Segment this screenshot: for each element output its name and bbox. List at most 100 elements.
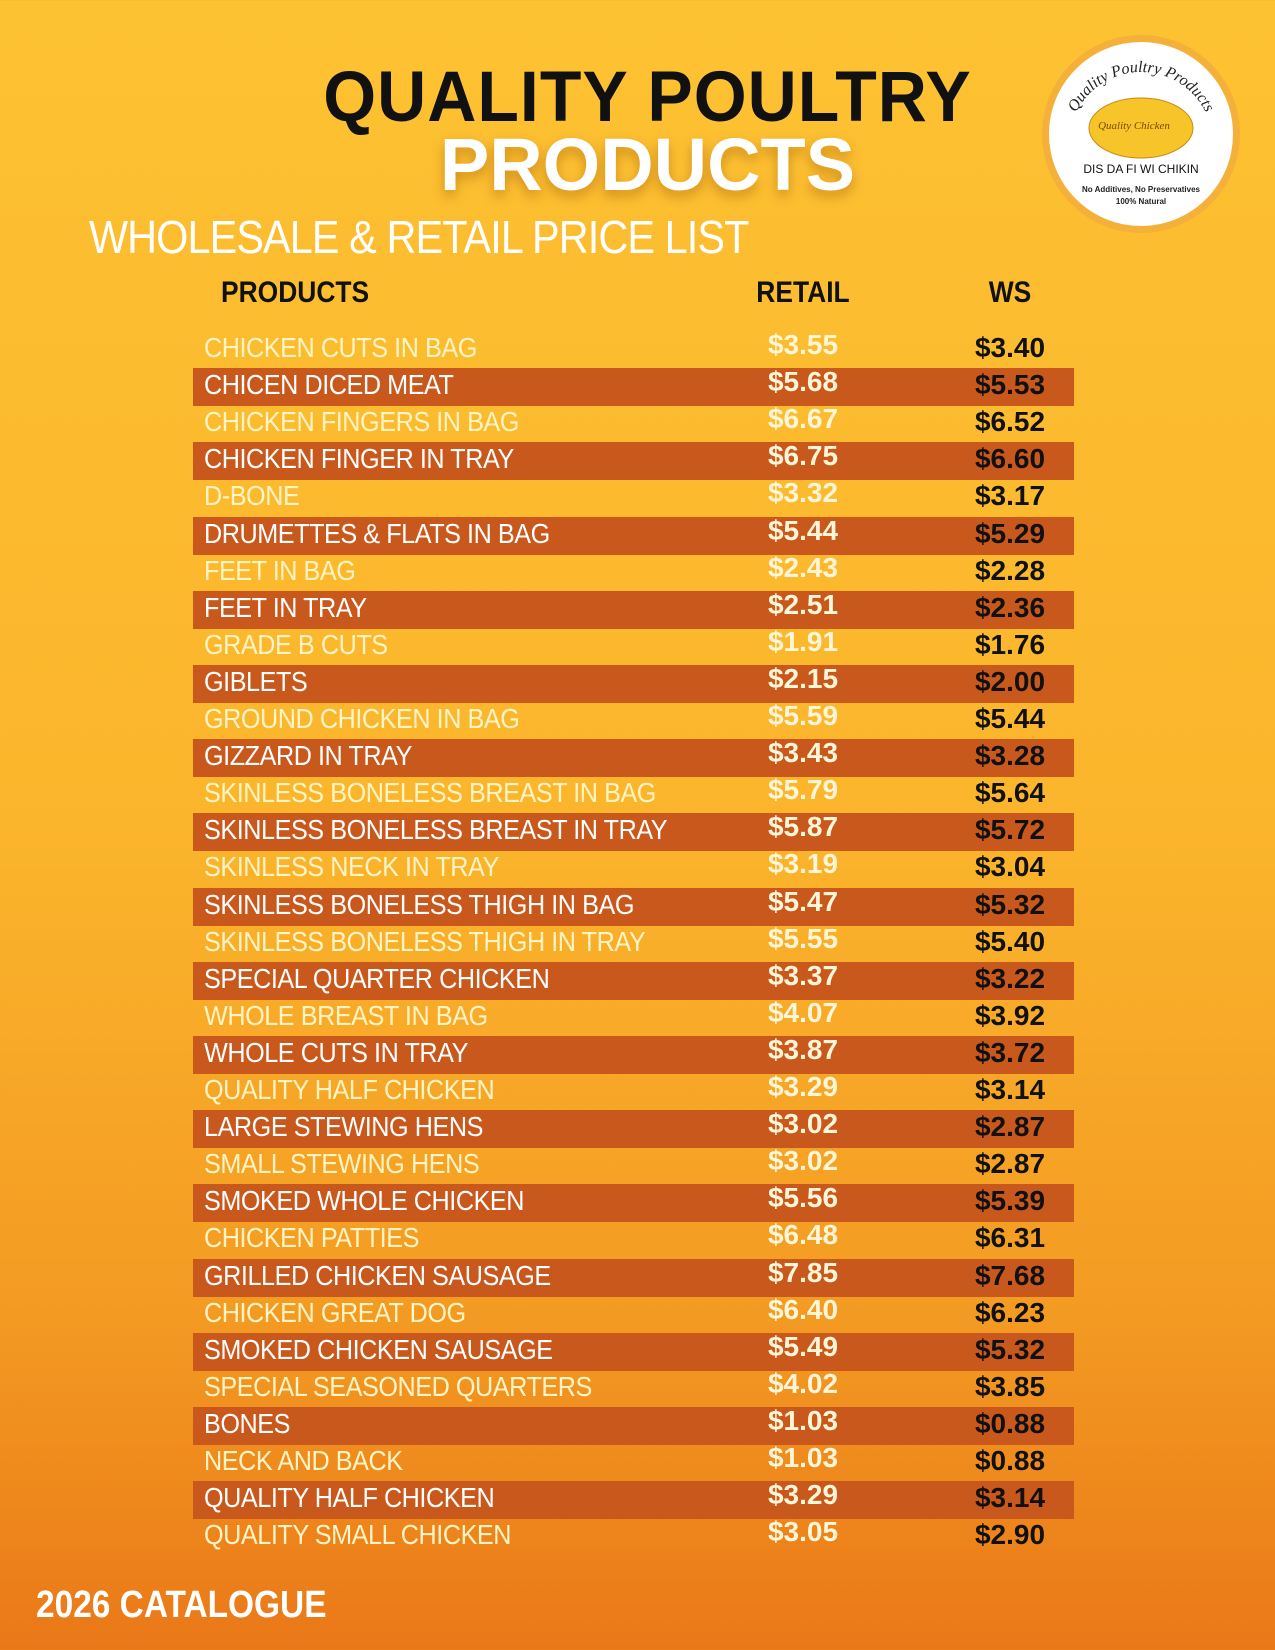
retail-price: $5.56 <box>767 1182 839 1214</box>
ws-price: $3.14 <box>974 1482 1046 1514</box>
retail-price: $3.43 <box>767 737 839 769</box>
ws-price: $5.64 <box>974 777 1046 809</box>
product-name: QUALITY HALF CHICKEN <box>204 1074 495 1105</box>
ws-price: $1.76 <box>974 628 1046 660</box>
ws-price: $5.44 <box>974 703 1046 734</box>
product-name: CHICEN DICED MEAT <box>204 369 454 401</box>
ws-price: $5.72 <box>974 814 1046 846</box>
retail-price: $6.40 <box>767 1293 839 1325</box>
product-name: SKINLESS BONELESS BREAST IN TRAY <box>204 814 668 846</box>
ws-price: $2.87 <box>974 1148 1046 1180</box>
retail-price: $7.85 <box>767 1256 839 1288</box>
ws-price: $0.88 <box>974 1407 1046 1439</box>
product-name: SPECIAL SEASONED QUARTERS <box>204 1370 592 1402</box>
column-header: PRODUCTS <box>221 276 370 309</box>
product-name: SPECIAL QUARTER CHICKEN <box>204 962 550 994</box>
ws-price: $2.00 <box>974 665 1046 697</box>
retail-price: $6.75 <box>767 440 839 472</box>
product-name: SMALL STEWING HENS <box>204 1148 480 1180</box>
ws-price: $7.68 <box>974 1259 1046 1291</box>
retail-price: $2.51 <box>767 588 839 620</box>
retail-price: $3.55 <box>767 329 839 360</box>
product-name: GIBLETS <box>204 665 308 697</box>
retail-price: $2.43 <box>767 551 839 583</box>
row-stripe <box>193 590 1074 629</box>
product-name: NECK AND BACK <box>204 1445 403 1476</box>
product-name: FEET IN TRAY <box>204 591 367 623</box>
title: QUALITY POULTRY <box>323 57 972 137</box>
retail-price: $5.47 <box>767 885 839 917</box>
retail-price: $5.49 <box>767 1330 839 1362</box>
product-name: D-BONE <box>204 480 300 512</box>
row-stripe <box>193 961 1074 1000</box>
logo-note: 100% Natural <box>1116 197 1166 206</box>
row-stripe <box>193 1110 1074 1149</box>
ws-price: $5.53 <box>974 369 1046 401</box>
product-name: CHICKEN FINGER IN TRAY <box>204 443 514 475</box>
retail-price: $2.15 <box>767 662 839 694</box>
retail-price: $3.29 <box>767 1479 839 1511</box>
ws-price: $2.36 <box>974 591 1046 623</box>
column-header: RETAIL <box>756 276 850 309</box>
retail-price: $5.44 <box>767 514 839 546</box>
product-name: CHICKEN PATTIES <box>204 1222 419 1254</box>
product-name: QUALITY SMALL CHICKEN <box>204 1519 512 1551</box>
product-name: SKINLESS BONELESS THIGH IN BAG <box>204 888 634 920</box>
ws-price: $5.29 <box>974 517 1046 549</box>
product-name: WHOLE BREAST IN BAG <box>204 999 488 1031</box>
ws-price: $3.17 <box>974 480 1046 512</box>
retail-price: $3.02 <box>767 1108 839 1140</box>
subtitle: WHOLESALE & RETAIL PRICE LIST <box>89 211 749 263</box>
ws-price: $5.32 <box>974 1333 1046 1365</box>
retail-price: $6.67 <box>767 403 839 435</box>
row-stripe <box>193 1332 1074 1371</box>
retail-price: $4.02 <box>767 1367 839 1399</box>
logo-chicken <box>1088 97 1194 159</box>
ws-price: $5.32 <box>974 888 1046 920</box>
row-stripe <box>193 1406 1074 1445</box>
product-name: SMOKED CHICKEN SAUSAGE <box>204 1333 553 1365</box>
product-name: SKINLESS NECK IN TRAY <box>204 851 499 883</box>
logo-tagline: DIS DA FI WI CHIKIN <box>1083 162 1198 176</box>
product-name: BONES <box>204 1407 290 1439</box>
product-name: GRADE B CUTS <box>204 628 388 660</box>
product-name: SMOKED WHOLE CHICKEN <box>204 1185 525 1217</box>
row-stripe <box>193 516 1074 555</box>
product-name: SKINLESS BONELESS THIGH IN TRAY <box>204 925 646 957</box>
ws-price: $3.72 <box>974 1036 1046 1068</box>
retail-price: $1.03 <box>767 1442 839 1473</box>
ws-price: $3.04 <box>974 851 1046 883</box>
row-stripe <box>193 1481 1074 1520</box>
ws-price: $2.87 <box>974 1111 1046 1143</box>
retail-price: $3.05 <box>767 1516 839 1548</box>
retail-price: $5.55 <box>767 922 839 954</box>
product-name: GROUND CHICKEN IN BAG <box>204 703 520 734</box>
title-accent: PRODUCTS <box>439 123 856 206</box>
ws-price: $3.14 <box>974 1074 1046 1105</box>
ws-price: $2.90 <box>974 1519 1046 1551</box>
row-stripe <box>193 368 1074 407</box>
retail-price: $3.37 <box>767 959 839 991</box>
product-name: CHICKEN GREAT DOG <box>204 1296 466 1328</box>
ws-price: $5.39 <box>974 1185 1046 1217</box>
retail-price: $5.68 <box>767 366 839 398</box>
retail-price: $6.48 <box>767 1219 839 1251</box>
retail-price: $3.02 <box>767 1145 839 1177</box>
retail-price: $1.03 <box>767 1404 839 1436</box>
retail-price: $3.32 <box>767 477 839 509</box>
row-stripe <box>193 664 1074 703</box>
ws-price: $6.60 <box>974 443 1046 475</box>
product-name: GRILLED CHICKEN SAUSAGE <box>204 1259 551 1291</box>
retail-price: $4.07 <box>767 996 839 1028</box>
row-stripe <box>193 887 1074 926</box>
retail-price: $1.91 <box>767 625 839 657</box>
retail-price: $3.87 <box>767 1033 839 1065</box>
product-name: GIZZARD IN TRAY <box>204 740 412 772</box>
row-stripe <box>193 442 1074 481</box>
retail-price: $5.87 <box>767 811 839 843</box>
ws-price: $3.85 <box>974 1370 1046 1402</box>
row-stripe <box>193 1035 1074 1074</box>
ws-price: $6.23 <box>974 1296 1046 1328</box>
row-stripe <box>193 813 1074 852</box>
